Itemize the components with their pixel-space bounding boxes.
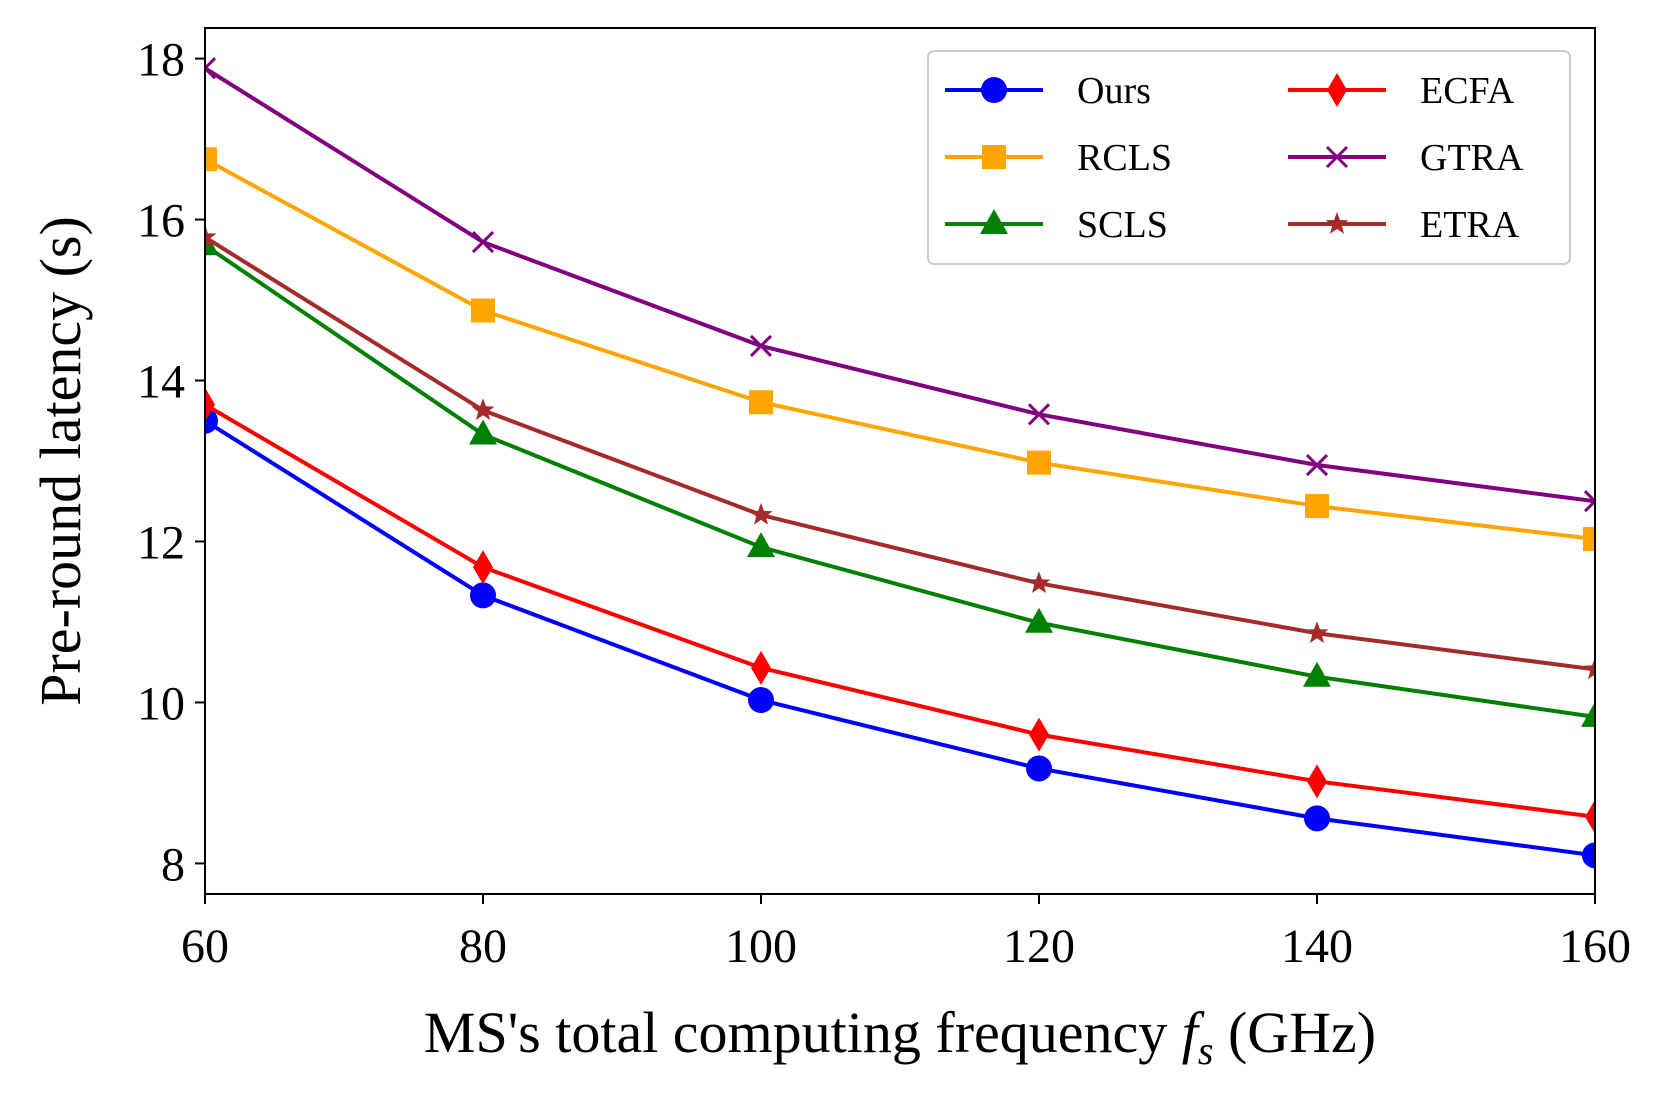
data-point-etra bbox=[1305, 621, 1329, 643]
legend-label-scls: SCLS bbox=[1077, 204, 1168, 246]
data-point-ours bbox=[748, 687, 774, 714]
data-point-scls bbox=[747, 532, 775, 558]
y-tick-label: 18 bbox=[137, 34, 185, 87]
legend-label-ecfa: ECFA bbox=[1420, 70, 1515, 112]
data-point-gtra bbox=[1305, 453, 1329, 477]
data-point-rcls bbox=[1305, 494, 1329, 519]
legend-item-scls: SCLS bbox=[945, 204, 1168, 246]
data-point-etra bbox=[1027, 571, 1051, 594]
y-tick-label: 14 bbox=[137, 356, 185, 409]
data-point-ours bbox=[1582, 842, 1595, 869]
data-point-ecfa bbox=[751, 650, 771, 685]
y-tick-label: 16 bbox=[137, 195, 185, 248]
data-point-rcls bbox=[471, 298, 495, 323]
legend-marker-rcls bbox=[982, 145, 1006, 169]
series-line-ecfa bbox=[205, 402, 1595, 819]
y-tick-label: 8 bbox=[161, 838, 185, 891]
legend-marker-gtra bbox=[1325, 145, 1349, 169]
x-tick-label: 100 bbox=[725, 920, 797, 973]
legend-item-etra: ETRA bbox=[1288, 204, 1520, 246]
data-point-gtra bbox=[205, 57, 217, 80]
y-axis: 8 10 12 14 16 18 bbox=[137, 34, 205, 891]
x-tick-label: 160 bbox=[1559, 920, 1631, 973]
data-point-rcls bbox=[1027, 450, 1051, 475]
data-point-rcls bbox=[749, 390, 773, 415]
legend-box bbox=[927, 50, 1571, 265]
x-tick-label: 120 bbox=[1003, 920, 1075, 973]
plot-area-frame bbox=[204, 27, 1596, 895]
data-point-etra bbox=[749, 502, 773, 525]
data-point-rcls bbox=[1583, 527, 1595, 552]
data-point-scls bbox=[1581, 701, 1595, 727]
x-tick-label: 80 bbox=[459, 920, 507, 973]
legend-marker-ecfa bbox=[1327, 73, 1347, 107]
y-tick-label: 10 bbox=[137, 677, 185, 730]
legend-label-ours: Ours bbox=[1077, 70, 1151, 112]
legend-marker-etra bbox=[1325, 212, 1349, 234]
data-point-ours bbox=[470, 582, 496, 609]
data-point-scls bbox=[469, 419, 497, 445]
data-point-ecfa bbox=[473, 550, 493, 585]
data-point-ecfa bbox=[1307, 764, 1327, 799]
data-point-gtra bbox=[471, 231, 495, 254]
x-axis-label: MS's total computing frequency fs (GHz) bbox=[424, 1000, 1376, 1073]
data-point-rcls bbox=[205, 147, 217, 172]
legend-label-gtra: GTRA bbox=[1420, 137, 1524, 179]
series-group bbox=[205, 57, 1595, 869]
series-line-ours bbox=[205, 419, 1595, 858]
data-point-scls bbox=[1025, 607, 1053, 633]
data-point-ecfa bbox=[205, 387, 215, 422]
legend-item-ours: Ours bbox=[945, 70, 1151, 112]
legend-label-rcls: RCLS bbox=[1077, 137, 1172, 179]
x-tick-label: 140 bbox=[1281, 920, 1353, 973]
data-point-ecfa bbox=[1585, 799, 1595, 834]
data-point-ecfa bbox=[1029, 717, 1049, 752]
data-point-gtra bbox=[1583, 490, 1595, 513]
legend-label-etra: ETRA bbox=[1420, 204, 1520, 246]
data-point-gtra bbox=[1027, 403, 1051, 426]
series-line-gtra bbox=[205, 66, 1595, 504]
series-line-etra bbox=[205, 235, 1595, 672]
data-point-scls bbox=[1303, 661, 1331, 687]
series-line-scls bbox=[205, 243, 1595, 719]
data-point-ours bbox=[1304, 805, 1330, 832]
legend-marker-scls bbox=[980, 209, 1008, 234]
data-point-etra bbox=[205, 225, 217, 247]
legend-item-rcls: RCLS bbox=[945, 137, 1172, 179]
legend: Ours RCLS SCLS ECFA GTRA ETRA bbox=[927, 50, 1571, 265]
y-tick-label: 12 bbox=[137, 516, 185, 569]
series-line-rcls bbox=[205, 157, 1595, 542]
legend-item-gtra: GTRA bbox=[1288, 137, 1524, 179]
x-tick-label: 60 bbox=[181, 920, 229, 973]
legend-item-ecfa: ECFA bbox=[1288, 70, 1515, 112]
x-axis: 60 80 100 120 140 160 bbox=[181, 894, 1631, 973]
series-layer bbox=[205, 57, 1595, 869]
data-point-ours bbox=[1026, 755, 1052, 782]
legend-marker-ours bbox=[981, 77, 1007, 103]
data-point-etra bbox=[471, 398, 495, 420]
data-point-gtra bbox=[749, 334, 773, 357]
data-point-etra bbox=[1583, 657, 1595, 680]
y-axis-label: Pre-round latency (s) bbox=[28, 216, 93, 706]
